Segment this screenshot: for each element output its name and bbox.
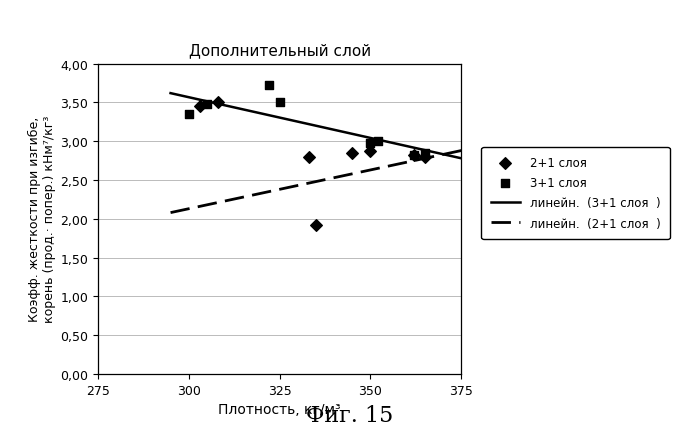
Point bbox=[212, 100, 224, 107]
Point bbox=[263, 82, 274, 89]
Title: Дополнительный слой: Дополнительный слой bbox=[189, 43, 370, 58]
Y-axis label: Коэфф. жесткости при изгибе,
корень (прод.· попер.) кНм⁷/кг³: Коэфф. жесткости при изгибе, корень (про… bbox=[28, 116, 56, 323]
Point bbox=[372, 138, 383, 145]
Point bbox=[419, 154, 431, 161]
Point bbox=[303, 154, 315, 161]
Point bbox=[408, 152, 419, 159]
Point bbox=[274, 100, 285, 107]
Text: Фиг. 15: Фиг. 15 bbox=[306, 404, 393, 426]
Legend: 2+1 слоя, 3+1 слоя, линейн.  (3+1 слоя  ), линейн.  (2+1 слоя  ): 2+1 слоя, 3+1 слоя, линейн. (3+1 слоя ),… bbox=[481, 147, 670, 240]
Point bbox=[183, 111, 194, 118]
Point bbox=[347, 150, 358, 157]
X-axis label: Плотность, кг/м³: Плотность, кг/м³ bbox=[218, 402, 341, 416]
Point bbox=[365, 148, 376, 155]
Point bbox=[408, 152, 419, 159]
Point bbox=[194, 104, 206, 111]
Point bbox=[365, 140, 376, 147]
Point bbox=[201, 101, 212, 108]
Point bbox=[310, 222, 322, 229]
Point bbox=[419, 150, 431, 157]
